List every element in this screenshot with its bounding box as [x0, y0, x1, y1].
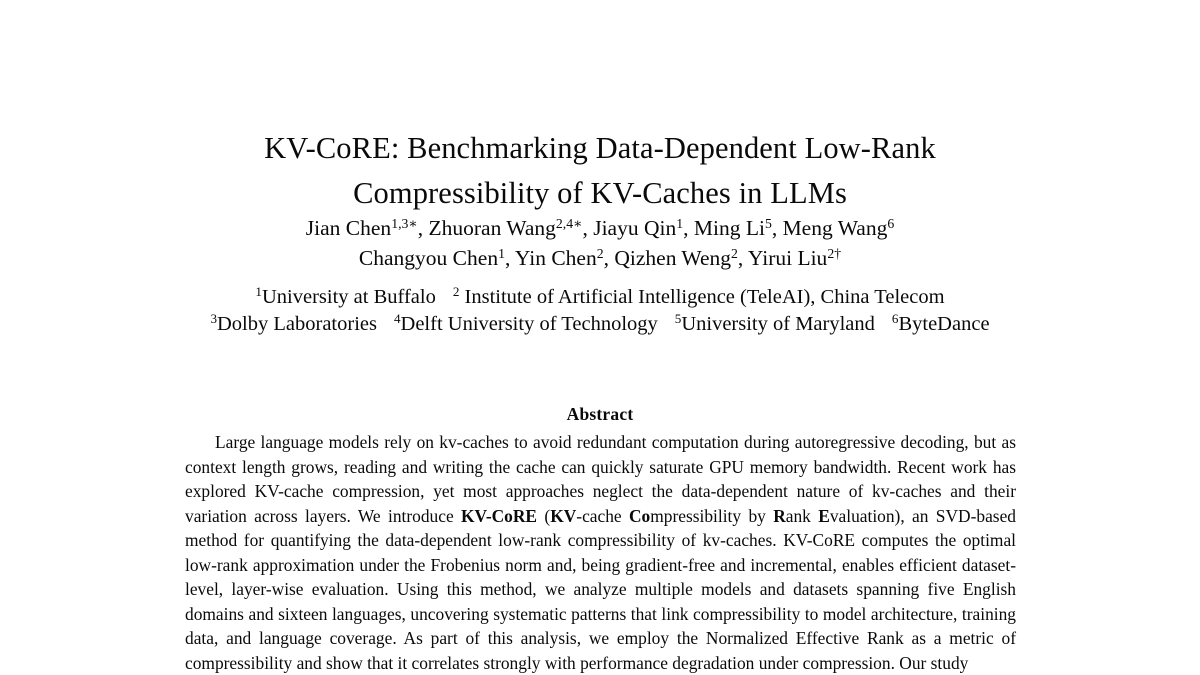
author-affiliation-mark: 1,3∗: [391, 215, 418, 231]
affiliation-name: University at Buffalo: [261, 286, 436, 308]
author-affiliation-mark: 2†: [827, 245, 842, 261]
author-affiliation-mark: 2: [596, 245, 604, 261]
affiliation-name: ByteDance: [898, 313, 990, 335]
affiliation-name: Delft University of Technology: [400, 313, 658, 335]
affiliation-mark: 1: [255, 284, 262, 300]
affiliation-name: University of Maryland: [681, 313, 875, 335]
author-affiliation-mark: 2,4∗: [555, 215, 583, 231]
title-line-2: Compressibility of KV-Caches in LLMs: [353, 176, 847, 211]
abstract-emphasis: KV-CoRE: [461, 505, 538, 526]
author-name: Jian Chen: [305, 216, 392, 240]
author-name: Changyou Chen: [358, 246, 499, 270]
abstract-text: -cache: [576, 505, 629, 526]
abstract-heading: Abstract: [566, 404, 634, 424]
author-list: Jian Chen1,3∗, Zhuoran Wang2,4∗, Jiayu Q…: [185, 213, 1015, 273]
author-name: Meng Wang: [782, 216, 888, 240]
affiliation-line-1: 1University at Buffalo 2 Institute of Art…: [181, 284, 1019, 311]
paper-page: KV-CoRE: Benchmarking Data-Dependent Low…: [181, 126, 1019, 673]
abstract-emphasis: E: [818, 505, 830, 526]
affiliation-list: 1University at Buffalo 2 Institute of Art…: [181, 284, 1019, 338]
affiliation-mark: 6: [891, 311, 899, 327]
author-affiliation-mark: 1: [676, 215, 684, 231]
author-line-2: Changyou Chen1, Yin Chen2, Qizhen Weng2,…: [358, 245, 842, 270]
affiliation-line-2: 3Dolby Laboratories 4Delft University of …: [181, 311, 1019, 338]
abstract-emphasis: KV: [550, 505, 577, 526]
abstract-text: Large language models rely on kv-caches …: [185, 432, 1016, 526]
abstract-emphasis: R: [773, 505, 786, 526]
abstract-text: (: [537, 505, 551, 526]
affiliation-mark: 2: [452, 284, 460, 300]
author-line-1: Jian Chen1,3∗, Zhuoran Wang2,4∗, Jiayu Q…: [305, 215, 895, 240]
author-name: Yin Chen: [514, 246, 597, 270]
page-title: KV-CoRE: Benchmarking Data-Dependent Low…: [185, 126, 1015, 216]
author-affiliation-mark: 6: [887, 215, 895, 231]
abstract-text: mpressibility by: [650, 505, 774, 526]
author-name: Zhuoran Wang: [428, 216, 556, 240]
affiliation-mark: 3: [210, 311, 217, 327]
author-name: Ming Li: [693, 216, 765, 240]
author-name: Jiayu Qin: [593, 216, 677, 240]
author-affiliation-mark: 1: [498, 245, 505, 261]
author-affiliation-mark: 2: [731, 245, 738, 261]
affiliation-mark: 4: [393, 311, 401, 327]
author-name: Yirui Liu: [747, 246, 828, 270]
title-line-1: KV-CoRE: Benchmarking Data-Dependent Low…: [264, 131, 936, 166]
abstract-emphasis: Co: [629, 505, 651, 526]
author-name: Qizhen Weng: [614, 246, 732, 270]
abstract-text: ank: [785, 505, 819, 526]
affiliation-mark: 5: [674, 311, 682, 327]
affiliation-name: Institute of Artificial Intelligence (Te…: [459, 286, 945, 308]
abstract-body: Large language models rely on kv-caches …: [185, 430, 1016, 675]
affiliation-name: Dolby Laboratories: [217, 313, 377, 335]
author-affiliation-mark: 5: [764, 215, 772, 231]
